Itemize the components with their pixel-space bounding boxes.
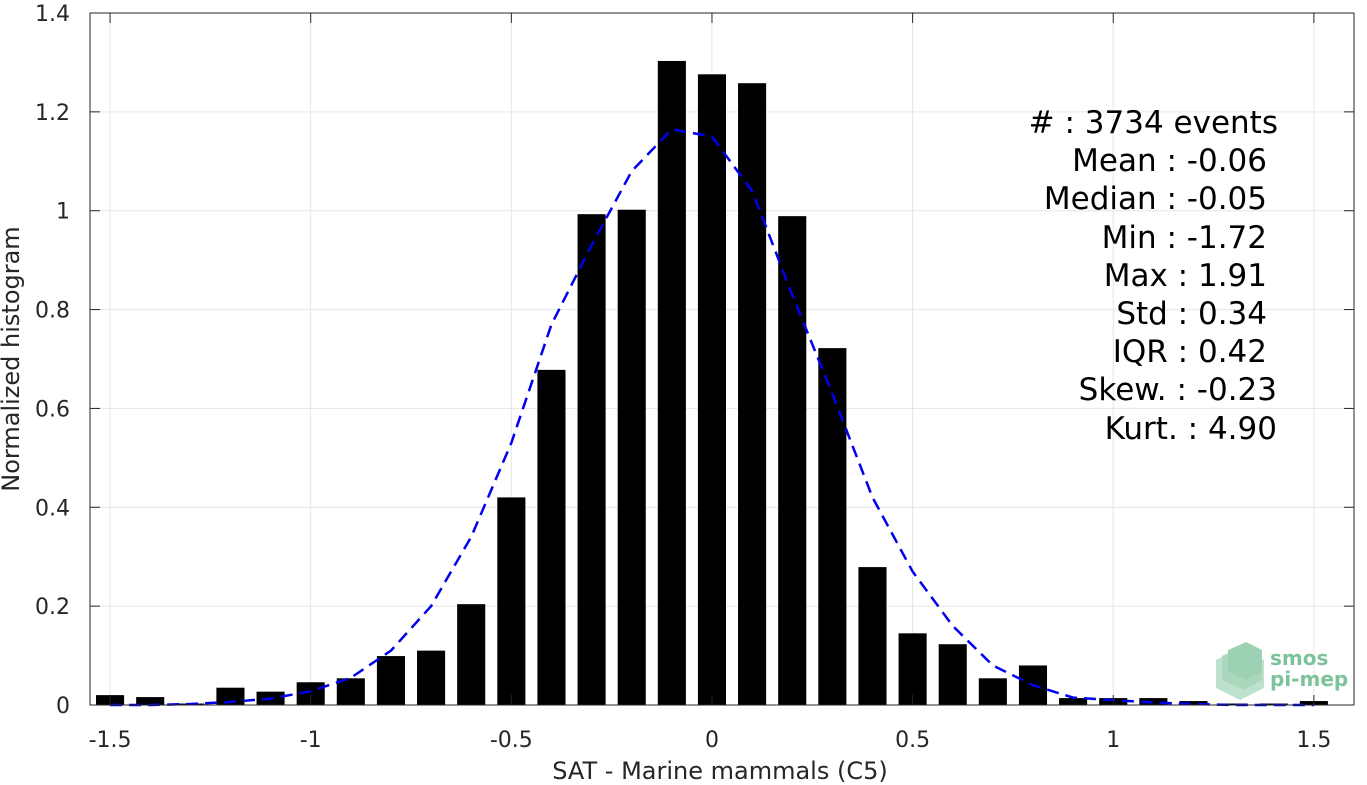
histogram-bars <box>96 60 1328 705</box>
x-tick-label: 0.5 <box>895 728 930 753</box>
x-tick-label: 1 <box>1106 728 1120 753</box>
histogram-bar <box>417 650 446 705</box>
logo-text-smos: smos <box>1270 646 1328 670</box>
histogram-bar <box>336 678 365 705</box>
stats-skewness: Skew. : -0.23 <box>1079 372 1277 408</box>
y-tick-label: 0.8 <box>35 299 70 324</box>
x-tick-label: 0 <box>705 728 719 753</box>
histogram-bar <box>1059 698 1088 705</box>
x-axis-title: SAT - Marine mammals (C5) <box>552 757 887 785</box>
logo-text-pi-mep: pi-mep <box>1270 667 1348 691</box>
statistics-box: # : 3734 events Mean : -0.06 Median : -0… <box>1029 105 1278 447</box>
histogram-bar <box>136 697 165 705</box>
histogram-bar <box>617 209 646 705</box>
y-axis-title: Normalized histogram <box>0 226 25 491</box>
plot-frame <box>89 12 1355 706</box>
stats-count: # : 3734 events <box>1029 105 1278 141</box>
histogram-bar <box>1179 701 1208 705</box>
histogram-bar <box>938 644 967 705</box>
histogram-bar <box>818 348 847 705</box>
histogram-bar <box>858 567 887 705</box>
histogram-bar <box>497 497 526 705</box>
y-tick-label: 1 <box>56 200 70 225</box>
y-tick-label: 0.4 <box>35 496 70 521</box>
y-tick-label: 0 <box>56 694 70 719</box>
histogram-bar <box>978 678 1007 705</box>
histogram-bar <box>738 83 767 705</box>
histogram-bar <box>376 656 405 705</box>
stats-kurtosis: Kurt. : 4.90 <box>1105 411 1277 447</box>
y-axis-ticks: 0 0.2 0.4 0.6 0.8 1 1.2 1.4 <box>35 2 1354 719</box>
histogram-bar <box>1259 703 1288 705</box>
histogram-bar <box>457 604 486 705</box>
y-tick-label: 0.6 <box>35 397 70 422</box>
histogram-bar <box>697 74 727 705</box>
histogram-bar <box>1139 698 1168 705</box>
stats-median: Median : -0.05 <box>1044 181 1267 217</box>
stats-min: Min : -1.72 <box>1102 220 1267 256</box>
stats-max: Max : 1.91 <box>1104 258 1267 294</box>
x-tick-label: -1.5 <box>89 728 132 753</box>
y-tick-label: 1.4 <box>35 2 70 27</box>
x-tick-label: -0.5 <box>490 728 533 753</box>
histogram-bar <box>1219 703 1248 705</box>
histogram-bar <box>778 216 807 705</box>
x-axis-ticks: -1.5 -1 -0.5 0 0.5 1 1.5 <box>89 13 1331 753</box>
x-tick-label: 1.5 <box>1296 728 1331 753</box>
y-tick-label: 0.2 <box>35 595 70 620</box>
stats-iqr: IQR : 0.42 <box>1113 334 1267 370</box>
smos-pi-mep-logo: smos pi-mep <box>1216 642 1348 700</box>
stats-mean: Mean : -0.06 <box>1072 143 1267 179</box>
x-tick-label: -1 <box>300 728 322 753</box>
histogram-bar <box>657 60 686 705</box>
histogram-bar <box>898 633 927 705</box>
histogram-bar <box>537 369 566 705</box>
layered-tiles-icon <box>1216 642 1264 700</box>
histogram-bar <box>216 687 245 705</box>
stats-std: Std : 0.34 <box>1116 296 1267 332</box>
y-tick-label: 1.2 <box>35 101 70 126</box>
histogram-bar <box>577 214 606 705</box>
